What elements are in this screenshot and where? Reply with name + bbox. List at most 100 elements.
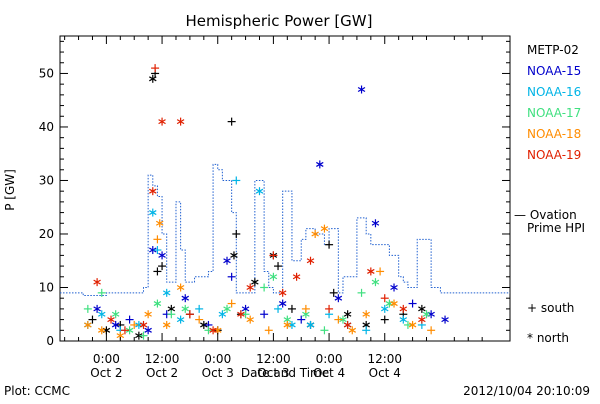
south-point — [376, 267, 385, 276]
north-point-arm — [93, 279, 101, 285]
north-point-arm — [162, 322, 171, 328]
north-point — [181, 304, 190, 313]
north-point — [422, 310, 431, 319]
south-point — [403, 320, 412, 329]
south-point — [97, 288, 106, 297]
north-point-arm — [278, 301, 287, 307]
south-point — [241, 310, 250, 319]
north-point — [385, 299, 394, 308]
south-point — [260, 283, 269, 292]
north-point — [269, 272, 278, 281]
north-point-arm — [339, 317, 347, 323]
north-point-arm — [306, 258, 315, 264]
north-point — [111, 320, 120, 329]
north-point — [251, 278, 259, 287]
north-point-arm — [149, 247, 157, 253]
north-point-arm — [418, 317, 426, 323]
north-point-arm — [176, 284, 185, 291]
south-point — [297, 315, 306, 324]
north-point-arm — [116, 333, 125, 339]
south-point — [153, 246, 162, 255]
north-point — [399, 304, 408, 313]
north-point — [246, 315, 254, 324]
north-point-arm — [111, 322, 120, 328]
x-tick-date: Oct 2 — [90, 366, 122, 380]
north-point-arm — [111, 311, 120, 317]
south-point — [408, 299, 417, 308]
north-point-arm — [125, 327, 134, 333]
north-point — [399, 315, 408, 324]
north-point-arm — [343, 311, 352, 317]
north-point-arm — [399, 306, 408, 312]
legend-entry: NOAA-15 — [527, 64, 581, 78]
ovation-legend-line2: Prime HPI — [527, 221, 585, 235]
south-point — [185, 310, 194, 319]
south-legend: + south — [527, 301, 574, 315]
north-point — [408, 320, 417, 329]
north-point — [200, 320, 208, 329]
north-point — [153, 299, 162, 308]
north-point-arm — [97, 311, 106, 317]
south-point — [83, 304, 92, 313]
south-point — [334, 315, 343, 324]
south-point — [325, 240, 334, 249]
ovation-legend-line1: — Ovation — [514, 208, 577, 222]
ovation-series — [60, 163, 510, 297]
x-tick-time: 12:00 — [367, 352, 402, 366]
south-point — [269, 251, 278, 260]
x-tick-date: Oct 2 — [146, 366, 178, 380]
north-point-arm — [422, 311, 431, 317]
north-point-arm — [230, 252, 238, 258]
north-point-arm — [223, 258, 231, 264]
north-point-arm — [144, 327, 152, 333]
north-point-arm — [93, 306, 101, 312]
north-point-arm — [380, 306, 389, 312]
north-point — [418, 304, 426, 313]
south-point — [260, 310, 269, 319]
south-point — [227, 117, 236, 126]
data-points — [83, 64, 449, 340]
south-point — [427, 326, 436, 335]
north-point — [93, 278, 101, 287]
north-point-arm — [162, 290, 171, 296]
y-tick-label: 20 — [39, 227, 54, 241]
north-point — [223, 304, 231, 313]
north-point-arm — [149, 188, 157, 194]
south-point — [264, 326, 273, 335]
north-point — [255, 187, 264, 196]
north-point-arm — [292, 274, 301, 280]
south-point — [380, 315, 389, 324]
north-point — [348, 326, 357, 335]
north-point — [162, 288, 171, 297]
x-tick-date: Oct 3 — [202, 366, 234, 380]
south-point — [232, 176, 241, 185]
y-tick-label: 40 — [39, 120, 54, 134]
x-tick-time: 0:00 — [93, 352, 120, 366]
north-point-arm — [343, 322, 352, 328]
north-point-arm — [311, 231, 319, 237]
north-point — [230, 251, 238, 260]
north-point-arm — [149, 76, 157, 82]
north-point — [390, 299, 398, 308]
legend: METP-02 NOAA-15 NOAA-16 NOAA-17 NOAA-18 NOAA-… — [527, 43, 581, 162]
north-point-arm — [144, 311, 152, 317]
north-point — [371, 278, 380, 287]
x-tick-date: Oct 3 — [257, 366, 289, 380]
y-tick-label: 50 — [39, 66, 54, 80]
x-tick-time: 12:00 — [256, 352, 291, 366]
north-point-arm — [390, 301, 398, 307]
north-point-arm — [334, 295, 343, 301]
north-point-arm — [371, 279, 380, 285]
south-point — [227, 272, 236, 281]
north-point-arm — [320, 226, 329, 232]
north-point-arm — [209, 327, 217, 333]
legend-entry: NOAA-17 — [527, 106, 581, 120]
north-point — [149, 187, 157, 196]
north-point-arm — [246, 284, 254, 291]
north-point-arm — [153, 301, 162, 307]
legend-entry: NOAA-19 — [527, 148, 581, 162]
north-point — [311, 229, 319, 238]
north-point-arm — [399, 317, 408, 323]
north-point-arm — [357, 86, 366, 93]
